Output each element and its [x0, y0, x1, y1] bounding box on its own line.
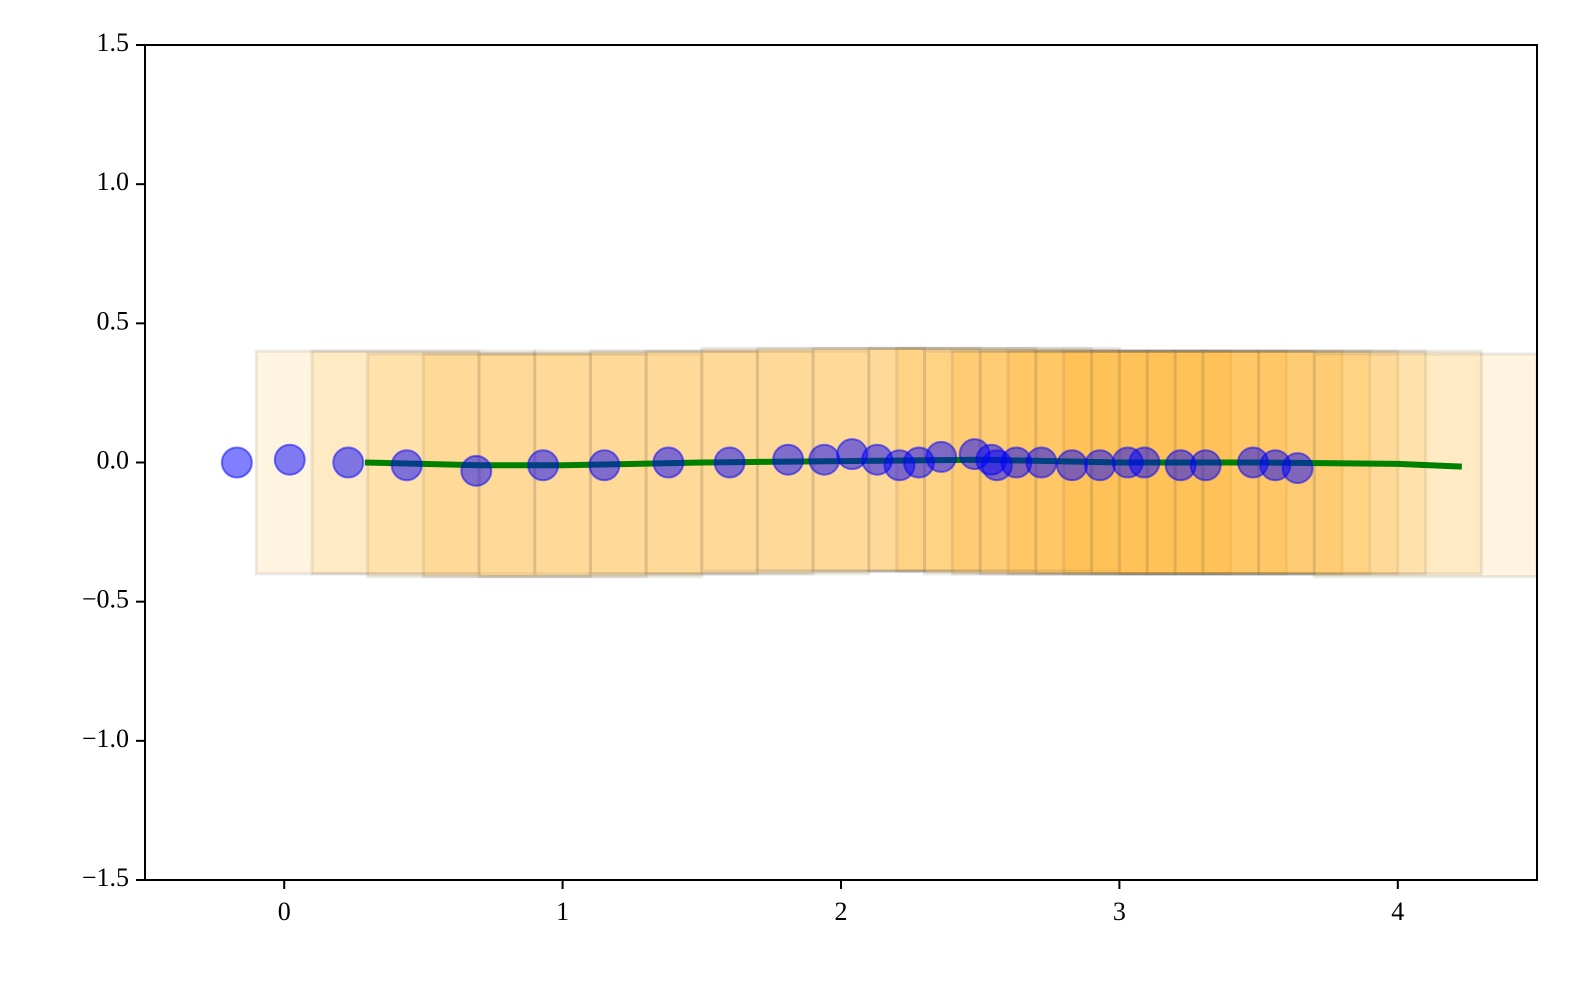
y-tick-label: −0.5: [82, 585, 129, 614]
x-tick-label: 2: [835, 897, 848, 926]
point: [772, 443, 805, 476]
y-tick-label: −1.0: [82, 724, 129, 753]
y-tick-label: 1.5: [97, 28, 130, 57]
point: [460, 454, 493, 487]
point: [220, 446, 253, 479]
point: [808, 443, 841, 476]
point: [1025, 446, 1058, 479]
y-tick-label: 0.5: [97, 306, 130, 335]
y-tick-label: −1.5: [82, 863, 129, 892]
x-tick-label: 4: [1391, 897, 1404, 926]
point: [332, 446, 365, 479]
x-tick-label: 1: [556, 897, 569, 926]
axes-frame: [144, 44, 1538, 881]
point: [713, 446, 746, 479]
point: [1128, 446, 1161, 479]
y-tick-label: 1.0: [97, 167, 130, 196]
point: [652, 446, 685, 479]
y-tick-label: 0.0: [97, 445, 130, 474]
point: [1056, 449, 1089, 482]
point: [1189, 449, 1222, 482]
point: [527, 449, 560, 482]
point: [1083, 449, 1116, 482]
point: [588, 449, 621, 482]
point: [925, 440, 958, 473]
point: [390, 449, 423, 482]
point: [273, 443, 306, 476]
plot-area: [220, 346, 1537, 579]
point: [1281, 452, 1314, 485]
x-tick-label: 0: [278, 897, 291, 926]
x-tick-label: 3: [1113, 897, 1126, 926]
